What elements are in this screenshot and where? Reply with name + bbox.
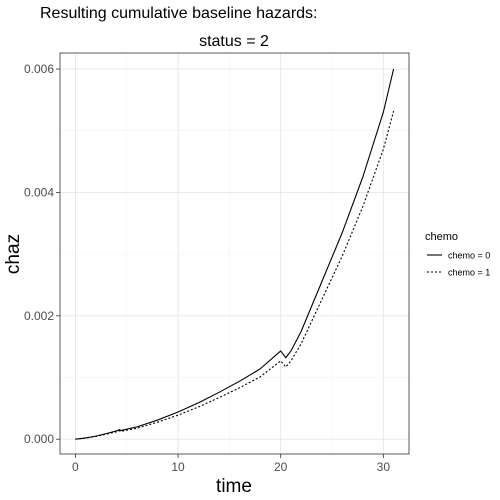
facet-label: status = 2	[199, 33, 269, 50]
x-axis-label: time	[216, 476, 252, 497]
plot-panel	[60, 53, 409, 454]
y-tick-label: 0.004	[24, 185, 54, 199]
legend: chemo chemo = 0 chemo = 1	[425, 231, 490, 278]
y-tick-label: 0.006	[24, 62, 54, 76]
x-tick-label: 30	[377, 460, 391, 474]
x-tick-label: 0	[72, 460, 79, 474]
y-axis-label: chaz	[3, 234, 24, 274]
x-tick-label: 20	[274, 460, 288, 474]
series-line-chemo-0	[75, 68, 395, 440]
plot-border	[59, 52, 410, 455]
chart-title: Resulting cumulative baseline hazards:	[40, 5, 317, 22]
series-layer	[75, 68, 395, 440]
major-gridlines	[60, 53, 409, 454]
minor-gridlines	[60, 53, 409, 454]
y-axis: 0.000 0.002 0.004 0.006	[24, 62, 60, 446]
legend-entry-label: chemo = 1	[448, 268, 490, 278]
x-axis: 0 10 20 30	[72, 454, 390, 474]
legend-title: chemo	[425, 231, 458, 243]
legend-entry-label: chemo = 0	[448, 251, 490, 261]
y-tick-label: 0.002	[24, 309, 54, 323]
x-tick-label: 10	[171, 460, 185, 474]
y-tick-label: 0.000	[24, 432, 54, 446]
